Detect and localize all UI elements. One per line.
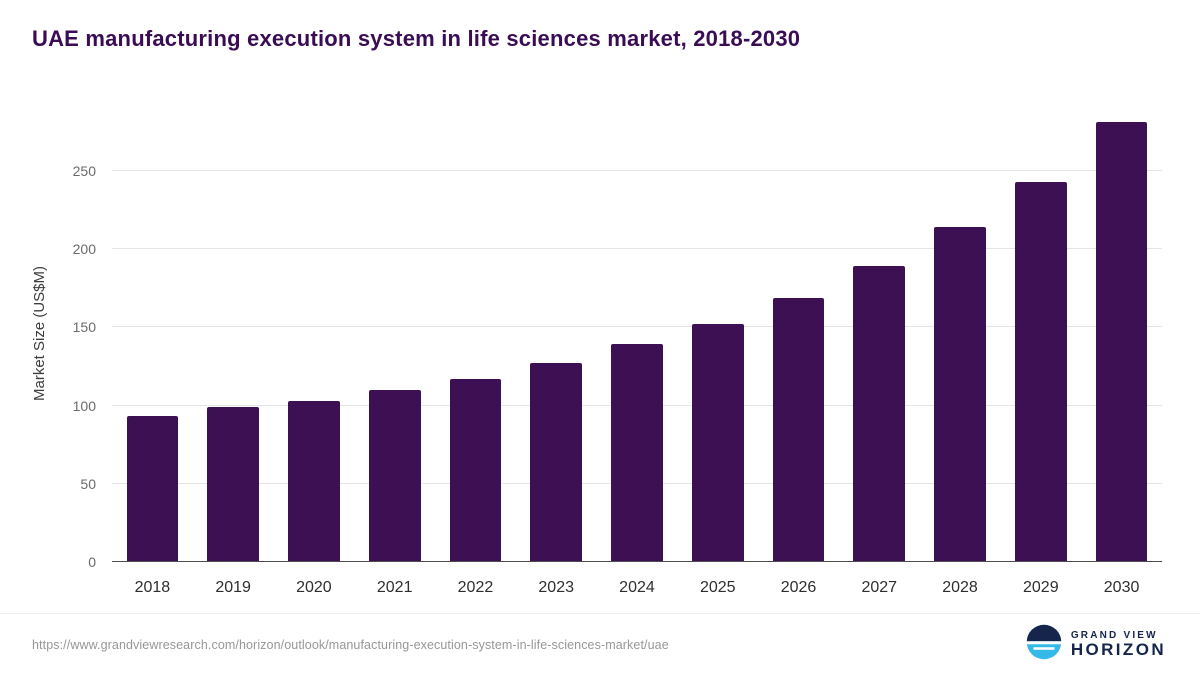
bar-slot — [112, 105, 193, 562]
brand-line2: HORIZON — [1070, 639, 1166, 659]
gridline — [112, 326, 1162, 328]
y-axis-label: Market Size (US$M) — [30, 105, 50, 562]
bar-2030 — [1095, 122, 1148, 562]
brand-line1: GRAND VIEW — [1070, 629, 1158, 641]
x-tick-label: 2026 — [780, 579, 817, 596]
bar-slot — [677, 105, 758, 562]
y-axis-label-text: Market Size (US$M) — [31, 265, 49, 402]
y-tick-label: 50 — [80, 475, 96, 492]
x-tick-label: 2018 — [134, 579, 171, 596]
x-axis-line — [112, 560, 1162, 562]
x-tick-label: 2019 — [215, 579, 251, 596]
brand-logo: GRAND VIEW HORIZON — [1026, 624, 1166, 665]
y-tick-label: 250 — [72, 162, 96, 179]
bar-2025 — [691, 324, 744, 562]
y-tick-label: 0 — [88, 554, 96, 570]
y-tick-label: 150 — [72, 319, 96, 336]
bar-2028 — [934, 227, 986, 562]
bar-slot — [1081, 105, 1162, 562]
x-tick-label: 2028 — [942, 579, 978, 596]
gridline — [112, 248, 1162, 249]
x-labels: 2018 2019 2020 2021 2022 2023 2024 2025 2026 2027… — [112, 579, 1162, 597]
bar-slot — [193, 105, 274, 562]
bar-slot — [354, 105, 435, 562]
bar-2021 — [368, 389, 421, 562]
gridline — [112, 169, 1162, 171]
bar-2019 — [207, 407, 259, 562]
x-tick-label: 2030 — [1103, 579, 1140, 596]
x-tick-label: 2025 — [699, 579, 736, 596]
bar-slot — [839, 105, 920, 562]
bar-2027 — [853, 266, 906, 562]
y-tick-label: 100 — [72, 397, 96, 414]
y-tick-label: 200 — [72, 241, 96, 257]
bar-slot — [758, 105, 839, 562]
bar-slot — [597, 105, 678, 562]
chart-title: UAE manufacturing execution system in li… — [32, 26, 801, 51]
horizon-logo-icon — [1026, 624, 1062, 665]
bar-2023 — [530, 363, 583, 562]
x-tick-label: 2023 — [538, 579, 574, 596]
x-tick-label: 2029 — [1023, 579, 1059, 596]
bar-2024 — [611, 344, 663, 562]
bar-slot — [920, 105, 1001, 562]
x-tick-label: 2027 — [861, 579, 898, 596]
bar-slot — [274, 105, 355, 562]
source-url: https://www.grandviewresearch.com/horizo… — [32, 637, 669, 652]
x-tick-label: 2021 — [376, 579, 413, 596]
x-tick-label: 2024 — [619, 579, 655, 596]
bar-slot — [435, 105, 516, 562]
bar-slot — [1000, 105, 1081, 562]
bars — [112, 105, 1162, 562]
footer: https://www.grandviewresearch.com/horizo… — [0, 613, 1200, 675]
bar-2018 — [126, 416, 179, 562]
bar-2022 — [449, 378, 502, 562]
bar-2029 — [1014, 181, 1067, 562]
bar-slot — [516, 105, 597, 562]
x-tick-label: 2020 — [296, 579, 332, 596]
brand-text: GRAND VIEW HORIZON — [1071, 630, 1166, 660]
x-tick-label: 2022 — [457, 579, 494, 596]
plot-area: 0 50 100 150 200 250 — [73, 105, 1162, 570]
bar-2020 — [288, 400, 340, 562]
bar-2026 — [772, 297, 825, 562]
